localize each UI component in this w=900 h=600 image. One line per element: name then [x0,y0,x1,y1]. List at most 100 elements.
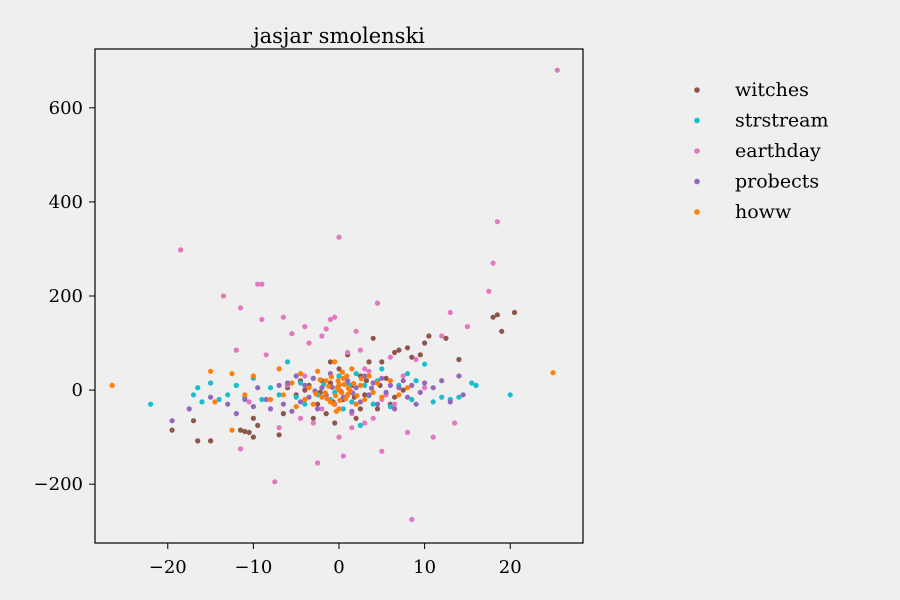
data-point [208,368,214,374]
data-point [366,373,372,379]
data-point [190,418,197,424]
data-point [332,420,338,426]
data-point [336,234,342,240]
data-point [396,385,402,391]
data-point [237,427,244,433]
data-point [276,382,282,388]
data-point [426,333,432,339]
data-point [267,396,274,403]
data-point [349,366,355,372]
data-point [387,354,393,360]
data-point [452,420,458,426]
data-point [456,373,462,379]
data-point [447,309,453,316]
data-point [383,375,389,381]
data-point [422,340,428,346]
data-point [550,370,556,376]
data-point [280,392,286,398]
data-point [310,401,316,407]
data-point [225,392,231,398]
data-point [368,385,375,391]
data-point [370,380,376,386]
data-point [357,382,363,388]
data-point [313,391,319,397]
data-point [315,368,321,374]
data-point [302,373,308,379]
data-point [302,387,308,393]
legend-marker [694,209,700,215]
data-point [370,335,376,341]
data-point [208,394,214,400]
data-point [404,429,411,435]
series-probects [169,371,466,424]
legend-item-strstream: strstream [694,110,829,132]
data-point [404,394,411,400]
legend-label: earthday [735,140,821,162]
data-point [387,382,393,388]
data-point [409,516,415,523]
data-point [302,396,308,403]
data-point [409,354,415,360]
data-point [199,399,205,405]
series-earthday [178,67,560,523]
data-point [354,393,360,399]
y-tick-label: −200 [34,474,83,495]
data-point [494,219,500,225]
data-point [473,382,479,388]
data-point [337,397,343,403]
data-point [208,380,214,386]
data-point [333,408,339,414]
data-point [469,380,475,386]
legend-label: probects [735,171,819,193]
data-point [276,392,282,398]
data-point [387,378,393,384]
data-point [417,352,423,358]
data-point [263,396,269,403]
data-point [285,380,291,386]
data-point [404,345,411,351]
data-point [267,385,274,391]
data-point [315,401,321,407]
data-point [267,406,274,412]
data-point [315,406,321,412]
data-point [490,314,496,320]
data-point [208,438,214,444]
data-point [422,385,428,391]
data-point [340,453,346,459]
data-point [363,378,369,384]
data-point [366,392,372,398]
data-point [353,415,359,421]
data-point [379,359,385,365]
data-point [353,401,359,407]
data-point [293,404,299,410]
y-axis: −200 0 200 400 600 [34,98,95,495]
chart-title: jasjar smolenski [250,24,425,48]
data-point [456,356,462,363]
data-point [195,438,201,444]
legend-marker [694,117,700,124]
y-tick-label: 200 [49,286,83,307]
data-point [430,434,436,440]
data-point [343,396,349,402]
data-point [379,375,385,381]
legend-label: witches [735,79,809,101]
data-point [285,359,291,365]
data-point [331,401,337,407]
data-point [306,340,312,346]
legend-label: strstream [735,110,829,132]
data-point [306,394,312,400]
data-point [293,373,299,379]
data-point [400,387,406,393]
data-point [327,316,333,323]
data-point [276,366,282,372]
data-point [250,373,256,379]
data-point [336,381,342,387]
legend: witches strstream earthday probects howw [694,79,829,223]
data-point [324,396,330,402]
data-point [362,420,368,426]
data-point [186,406,192,412]
data-point [272,479,278,485]
data-point [392,349,398,356]
data-point [109,382,115,388]
